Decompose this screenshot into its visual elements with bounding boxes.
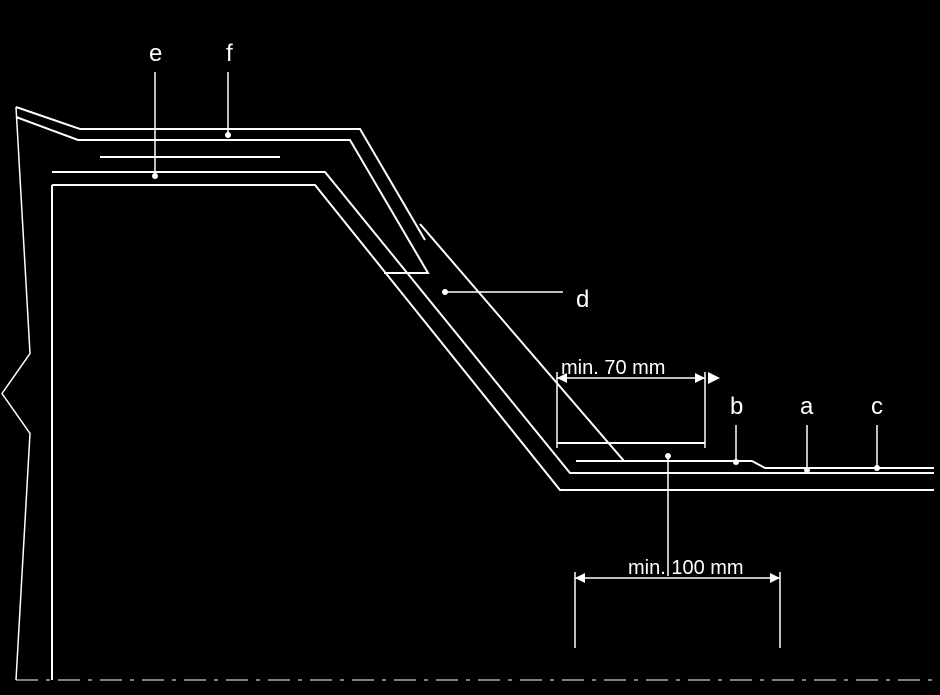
label-d: d xyxy=(576,286,589,314)
label-f: f xyxy=(226,40,233,68)
label-b: b xyxy=(730,393,743,421)
diagram-svg xyxy=(0,0,940,695)
label-a: a xyxy=(800,393,813,421)
label-c: c xyxy=(871,393,883,421)
dimension-bottom-overlap: min. 100 mm xyxy=(628,557,744,580)
label-e: e xyxy=(149,40,162,68)
dimension-top-overlap: min. 70 mm xyxy=(561,357,665,380)
